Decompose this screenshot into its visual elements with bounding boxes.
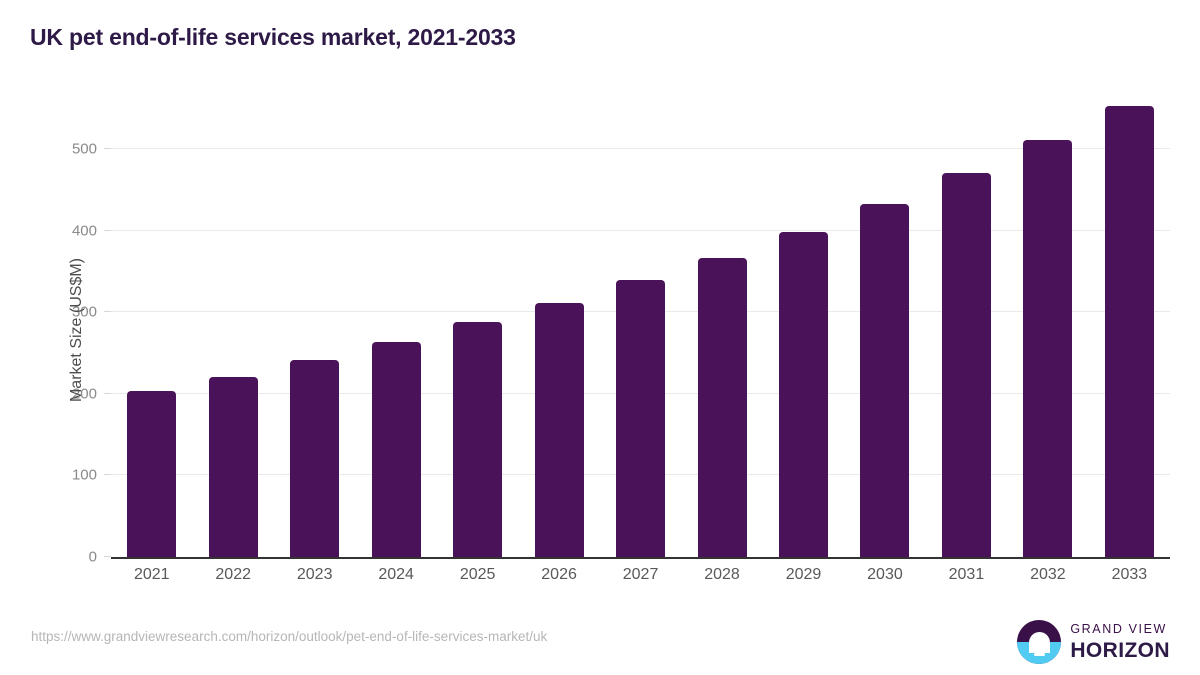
x-tick-label-2030: 2030 bbox=[867, 566, 903, 583]
gridline bbox=[111, 229, 1170, 231]
bar-slot bbox=[111, 100, 192, 557]
bar-slot bbox=[926, 100, 1007, 557]
y-axis-title: Market Size (US$M) bbox=[68, 257, 85, 402]
x-axis-line bbox=[111, 557, 1170, 559]
x-tick-label-2029: 2029 bbox=[785, 566, 822, 583]
bar-slot bbox=[1007, 100, 1088, 557]
x-tick-label-2023: 2023 bbox=[296, 566, 333, 583]
bar-2022[interactable] bbox=[208, 376, 258, 557]
x-tick-label-2031: 2031 bbox=[948, 566, 985, 583]
bar-slot bbox=[192, 100, 273, 557]
y-tick-label: 500 bbox=[71, 140, 97, 158]
bar-2025[interactable] bbox=[453, 321, 503, 557]
chart-title: UK pet end-of-life services market, 2021… bbox=[30, 24, 516, 50]
bar-series bbox=[111, 100, 1170, 557]
bar-slot bbox=[844, 100, 925, 557]
bar-2029[interactable] bbox=[778, 232, 828, 557]
y-tick-mark bbox=[104, 147, 111, 149]
y-tick-mark bbox=[104, 392, 111, 394]
bar-2032[interactable] bbox=[1023, 140, 1073, 557]
x-tick-label-2021: 2021 bbox=[133, 566, 170, 583]
x-tick-label-2033: 2033 bbox=[1111, 566, 1148, 583]
bar-slot bbox=[518, 100, 599, 557]
bar-2027[interactable] bbox=[616, 280, 666, 557]
y-tick-label: 100 bbox=[71, 466, 97, 484]
logo-sun-shape bbox=[1028, 631, 1050, 653]
bar-slot bbox=[763, 100, 844, 557]
logo-ray-2 bbox=[1033, 653, 1045, 656]
logo-ray-1 bbox=[1030, 647, 1048, 651]
x-tick-label-2024: 2024 bbox=[378, 566, 414, 583]
bar-2033[interactable] bbox=[1104, 105, 1154, 557]
bar-2023[interactable] bbox=[290, 359, 340, 557]
bar-2021[interactable] bbox=[127, 390, 177, 557]
x-tick-label-2027: 2027 bbox=[622, 566, 659, 583]
bar-2026[interactable] bbox=[534, 303, 584, 557]
y-tick-mark bbox=[104, 474, 111, 476]
logo-top-text: GRAND VIEW bbox=[1070, 622, 1167, 637]
bar-slot bbox=[1089, 100, 1170, 557]
bar-slot bbox=[600, 100, 681, 557]
bar-slot bbox=[274, 100, 355, 557]
y-tick-mark bbox=[104, 556, 111, 557]
x-tick-label-2022: 2022 bbox=[215, 566, 251, 583]
x-tick-label-2028: 2028 bbox=[704, 566, 740, 583]
bar-2030[interactable] bbox=[860, 204, 910, 557]
y-tick-label: 300 bbox=[71, 303, 97, 321]
plot-area: 0 100 200 300 400 500 Market Size (US$M) bbox=[68, 100, 1170, 566]
plot-frame: 0 100 200 300 400 500 Market Size (US$M) bbox=[68, 100, 1170, 566]
source-url[interactable]: https://www.grandviewresearch.com/horizo… bbox=[31, 629, 548, 644]
bar-2031[interactable] bbox=[941, 173, 991, 557]
y-tick-label: 200 bbox=[71, 385, 97, 403]
bar-slot bbox=[437, 100, 518, 557]
sunrise-circle-icon bbox=[1017, 620, 1062, 664]
y-tick-label: 0 bbox=[88, 548, 97, 566]
x-axis-labels: 2021 2022 2023 2024 2025 2026 2027 2028 2029 2030… bbox=[111, 566, 1170, 584]
x-tick-label-2032: 2032 bbox=[1030, 566, 1066, 583]
x-tick-label-2025: 2025 bbox=[459, 566, 496, 583]
y-tick-mark bbox=[104, 311, 111, 313]
y-tick-mark bbox=[104, 229, 111, 231]
y-tick-label: 400 bbox=[71, 222, 97, 240]
bar-2024[interactable] bbox=[371, 341, 421, 557]
bar-2028[interactable] bbox=[697, 258, 747, 557]
gridline bbox=[111, 147, 1170, 149]
x-tick-label-2026: 2026 bbox=[541, 566, 577, 583]
logo-bottom-text: HORIZON bbox=[1070, 638, 1170, 662]
bar-slot bbox=[355, 100, 436, 557]
bar-slot bbox=[681, 100, 762, 557]
logo-text: GRAND VIEW HORIZON bbox=[1070, 623, 1170, 661]
grand-view-horizon-logo[interactable]: GRAND VIEW HORIZON bbox=[1017, 620, 1170, 664]
